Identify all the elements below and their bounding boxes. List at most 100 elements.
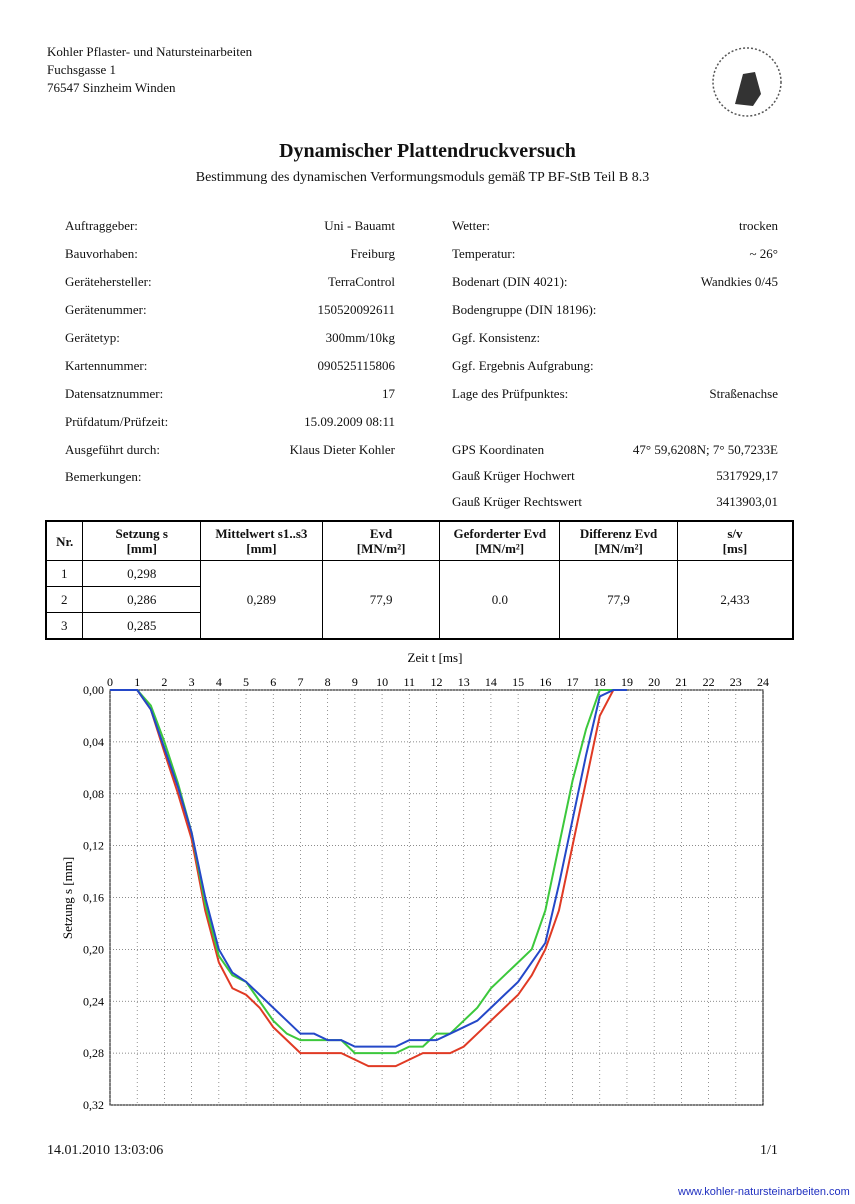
header-cell: s/v [ms] xyxy=(676,520,794,561)
field-value: TerraControl xyxy=(328,274,395,289)
field-value: Straßenachse xyxy=(709,386,778,401)
x-axis-label: Zeit t [ms] xyxy=(408,650,463,665)
y-tick-label: 0,32 xyxy=(83,1098,104,1112)
field-label: Bemerkungen: xyxy=(65,469,142,484)
header-cell: Differenz Evd [MN/m²] xyxy=(559,520,678,561)
y-tick-label: 0,00 xyxy=(83,683,104,697)
field-label: Ausgeführt durch: xyxy=(65,442,160,457)
x-tick-label: 1 xyxy=(134,675,140,689)
y-tick-label: 0,08 xyxy=(83,787,104,801)
field-label: Gauß Krüger Hochwert xyxy=(452,468,575,483)
cell: 2,433 xyxy=(676,560,794,640)
x-tick-label: 12 xyxy=(431,675,443,689)
subtitle: Bestimmung des dynamischen Verformungsmo… xyxy=(195,170,650,185)
field-value: 15.09.2009 08:11 xyxy=(304,414,395,429)
x-tick-label: 0 xyxy=(107,675,113,689)
header-name: Evd xyxy=(369,526,393,541)
chart: Zeit t [ms] Setzung s [mm] 0 1 2 3 4 5 6 7 8 9 10 1… xyxy=(60,650,769,1112)
x-tick-label: 21 xyxy=(675,675,687,689)
cell: 77,9 xyxy=(321,560,441,640)
field-label: Kartennummer: xyxy=(65,358,148,373)
cell: 0,285 xyxy=(82,612,202,640)
cell: 0,286 xyxy=(82,586,202,613)
field-label: Gerätehersteller: xyxy=(65,274,152,289)
field-value: ~ 26° xyxy=(749,246,778,261)
y-tick-label: 0,12 xyxy=(83,839,104,853)
header-cell: Evd [MN/m²] xyxy=(321,520,441,561)
header-cell: Nr. xyxy=(45,520,84,561)
x-tick-label: 10 xyxy=(376,675,388,689)
x-tick-label: 17 xyxy=(567,675,579,689)
field-label: GPS Koordinaten xyxy=(452,442,545,457)
logo-figure xyxy=(735,72,761,106)
x-tick-label: 19 xyxy=(621,675,633,689)
row: 2 0,286 xyxy=(45,586,793,613)
result-table: Nr. Setzung s [mm] Mittelwert s1..s3 [mm] … xyxy=(45,520,794,640)
y-tick-label: 0,28 xyxy=(83,1046,104,1060)
header-unit: [ms] xyxy=(722,541,748,556)
x-tick-label: 20 xyxy=(648,675,660,689)
header-unit: [MN/m²] xyxy=(475,541,525,556)
field-label: Gauß Krüger Rechtswert xyxy=(452,494,582,509)
header-cell: Mittelwert s1..s3 [mm] xyxy=(200,520,323,561)
field-value: Uni - Bauamt xyxy=(324,218,395,233)
field-label: Datensatznummer: xyxy=(65,386,164,401)
header-name: Nr. xyxy=(56,533,74,549)
logo-ring xyxy=(712,47,782,117)
logo xyxy=(712,47,782,117)
field-label: Ggf. Konsistenz: xyxy=(452,330,541,345)
header-unit: [MN/m²] xyxy=(356,541,406,556)
header-name: Geforderter Evd xyxy=(453,526,547,541)
street: Fuchsgasse 1 xyxy=(47,62,116,77)
field-label: Gerätetyp: xyxy=(65,330,120,345)
field-value: 3413903,01 xyxy=(716,494,778,509)
x-tick-label: 22 xyxy=(703,675,715,689)
row: 1 0,298 0,289 77,9 0.0 77,9 2,433 xyxy=(45,560,794,640)
city: 76547 Sinzheim Winden xyxy=(47,80,176,95)
header-name: s/v xyxy=(727,526,743,541)
field-label: Wetter: xyxy=(452,218,490,233)
header-cell: Setzung s [mm] xyxy=(82,520,202,561)
x-tick-label: 13 xyxy=(458,675,470,689)
y-tick-label: 0,04 xyxy=(83,735,104,749)
header-name: Mittelwert s1..s3 xyxy=(215,526,308,541)
field-value: trocken xyxy=(739,218,778,233)
cell: 77,9 xyxy=(559,560,678,640)
x-tick-label: 6 xyxy=(270,675,276,689)
header-cell: Geforderter Evd [MN/m²] xyxy=(439,520,561,561)
cell: 0,289 xyxy=(200,560,323,640)
x-tick-label: 2 xyxy=(161,675,167,689)
row: 3 0,285 xyxy=(45,612,793,640)
cell: 0.0 xyxy=(439,560,561,640)
title: Dynamischer Plattendruckversuch xyxy=(279,140,576,162)
x-tick-label: 9 xyxy=(352,675,358,689)
footer-page: 1/1 xyxy=(760,1143,778,1158)
field-label: Prüfdatum/Prüfzeit: xyxy=(65,414,169,429)
x-tick-label: 8 xyxy=(325,675,331,689)
y-tick-label: 0,24 xyxy=(83,994,104,1008)
field-label: Bauvorhaben: xyxy=(65,246,138,261)
x-tick-label: 24 xyxy=(757,675,769,689)
x-tick-label: 5 xyxy=(243,675,249,689)
cell: 2 xyxy=(45,586,84,613)
field-label: Bodengruppe (DIN 18196): xyxy=(452,302,597,317)
series-line xyxy=(110,689,627,1048)
x-tick-label: 16 xyxy=(539,675,551,689)
x-tick-label: 15 xyxy=(512,675,524,689)
company: Kohler Pflaster- und Natursteinarbeiten xyxy=(47,44,253,59)
x-tick-label: 18 xyxy=(594,675,606,689)
x-tick-label: 4 xyxy=(216,675,222,689)
y-tick-label: 0,16 xyxy=(83,891,104,905)
header-name: Differenz Evd xyxy=(579,526,658,541)
x-tick-label: 11 xyxy=(404,675,416,689)
cell: 0,298 xyxy=(82,560,202,587)
y-tick-label: 0,20 xyxy=(83,942,104,956)
field-label: Auftraggeber: xyxy=(65,218,138,233)
footer-url: www.kohler-natursteinarbeiten.com xyxy=(678,1186,850,1198)
field-label: Lage des Prüfpunktes: xyxy=(452,386,569,401)
field-label: Bodenart (DIN 4021): xyxy=(452,274,568,289)
footer-timestamp: 14.01.2010 13:03:06 xyxy=(47,1143,164,1158)
series-line xyxy=(110,689,627,1068)
header-name: Setzung s xyxy=(115,526,168,541)
